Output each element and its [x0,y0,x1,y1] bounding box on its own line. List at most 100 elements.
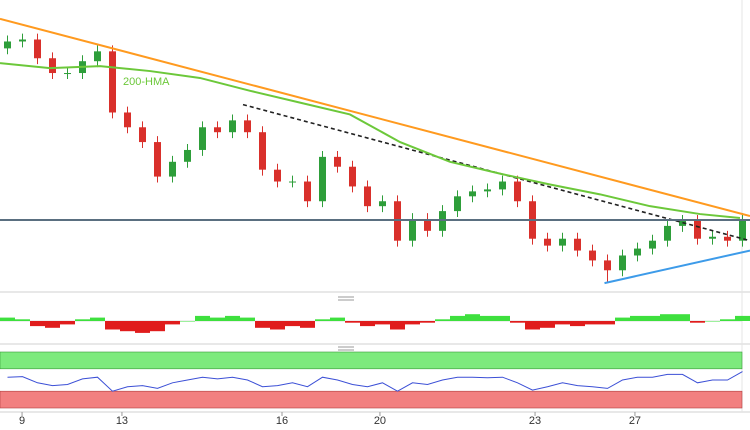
macd-bar [510,321,525,323]
trend-line [604,249,750,285]
rsi-line [7,371,743,392]
candle-body [619,255,626,271]
macd-bar [240,317,255,321]
candle-body [514,181,521,202]
macd-bar [720,319,735,321]
macd-bar [660,314,675,321]
candle-body [229,120,236,133]
candle-body [589,250,596,261]
macd-bar [165,321,180,325]
x-tick-label: 27 [629,415,641,427]
macd-bar [405,321,420,325]
candle-body [289,181,296,183]
macd-bar [210,317,225,321]
macd-bar [255,321,270,328]
macd-bar [15,319,30,321]
macd-bar [690,321,705,323]
candle-body [484,189,491,192]
macd-bar [225,315,240,321]
macd-bar [495,315,510,321]
macd-bar [390,321,405,330]
candle-body [49,58,56,74]
candle-body [334,156,341,167]
candle-body [739,218,746,241]
candle-body [349,166,356,187]
macd-bar [555,321,570,325]
macd-bar [525,321,540,330]
candle-body [169,161,176,177]
macd-bar [435,319,450,321]
candle-body [544,238,551,246]
trend-line [0,17,750,218]
candle-body [409,218,416,241]
macd-bar [630,315,645,321]
candle-body [124,112,131,128]
candle-body [139,127,146,143]
x-tick-label: 13 [116,415,128,427]
macd-bar [360,321,375,327]
resize-handle[interactable] [338,296,354,301]
candle-body [559,238,566,246]
candle-body [214,127,221,133]
candle-body [694,220,701,239]
macd-bar [180,321,195,322]
candle-body [709,236,716,239]
macd-bar [615,317,630,321]
macd-bar [0,317,15,321]
candle-body [319,156,326,202]
macd-bar [540,321,555,328]
candle-body [274,169,281,182]
macd-bar [270,321,285,330]
macd-bar [600,321,615,325]
candle-body [499,181,506,190]
macd-bar [90,317,105,321]
macd-bar [300,321,315,328]
candle-body [244,120,251,133]
macd-bar [375,321,390,325]
candle-body [574,238,581,251]
macd-bar [105,321,120,330]
candle-body [64,73,71,75]
candle-body [469,191,476,197]
hma-label: 200-HMA [123,76,170,88]
macd-bar [735,315,750,321]
macd-bar [465,314,480,321]
macd-bar [285,321,300,327]
macd-bar [45,321,60,328]
hma-line [0,62,741,220]
x-tick-label: 9 [19,415,25,427]
candle-body [454,196,461,212]
macd-bar [705,321,720,322]
macd-bar [480,315,495,321]
macd-bar [195,315,210,321]
macd-bar [315,319,330,321]
rsi-lower-band [0,390,743,409]
candle-body [199,127,206,150]
candle-body [19,39,26,42]
resize-handle[interactable] [338,346,354,351]
candle-body [364,186,371,207]
candle-body [109,51,116,113]
candle-body [184,149,191,162]
candle-body [679,220,686,226]
candle-body [304,181,311,202]
macd-bar [150,321,165,332]
macd-bar [675,314,690,321]
macd-bar [450,315,465,321]
candle-body [724,236,731,241]
macd-bar [570,321,585,327]
candle-body [379,201,386,207]
macd-bar [120,321,135,332]
candle-body [664,225,671,241]
macd-bar [420,321,435,323]
candle-body [94,51,101,62]
candle-body [34,39,41,59]
candle-body [649,240,656,249]
candle-body [634,248,641,256]
macd-bar [60,321,75,325]
macd-bar [330,317,345,321]
macd-bar [345,321,360,323]
candle-body [424,218,431,231]
